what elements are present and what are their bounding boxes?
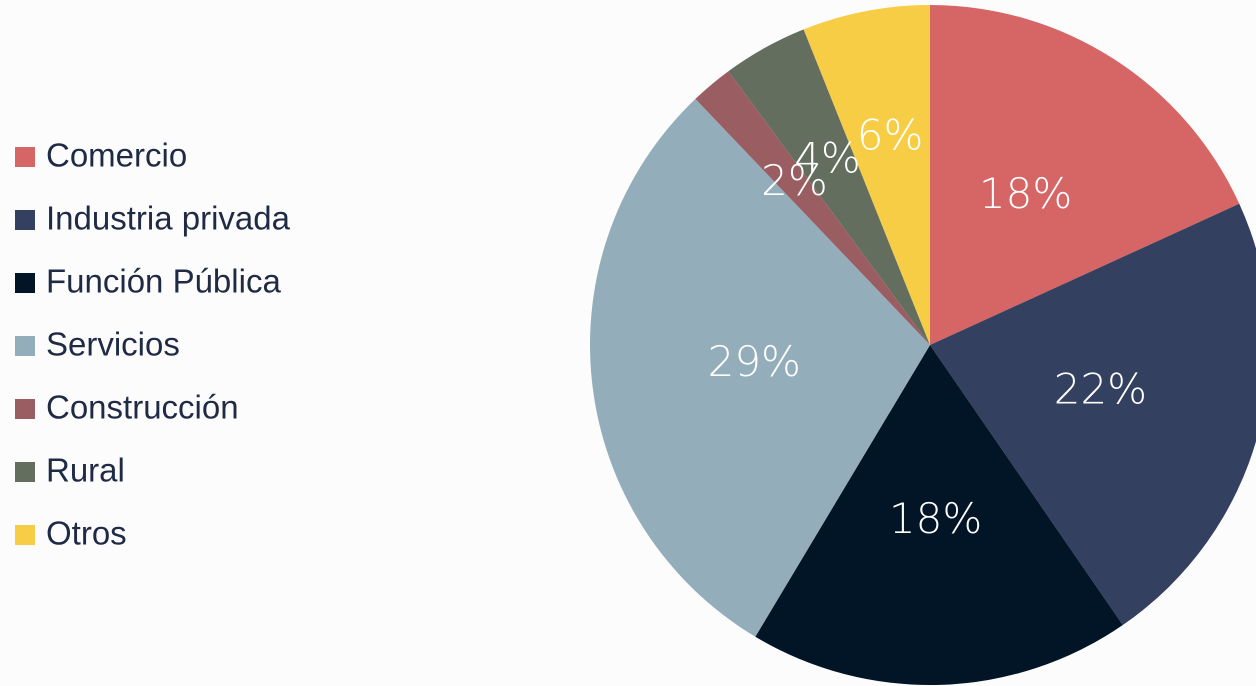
legend-swatch (15, 210, 35, 230)
legend-label: Otros (46, 515, 127, 552)
pie-slice (930, 203, 1256, 626)
legend-label: Industria privada (46, 200, 291, 237)
legend-label: Servicios (46, 326, 180, 363)
pie-slice (728, 29, 930, 346)
pie-slice (755, 345, 1123, 685)
data-label: 4% (794, 133, 861, 182)
pie-slice (930, 5, 1240, 345)
legend-label: Comercio (46, 137, 187, 174)
legend-swatch (15, 147, 35, 167)
data-label: 6% (857, 111, 924, 160)
legend-label: Rural (46, 452, 125, 489)
legend-label: Función Pública (46, 263, 281, 300)
data-label: 2% (761, 156, 828, 205)
legend-swatch (15, 273, 35, 293)
pie-slice (590, 98, 930, 637)
data-label: 18% (889, 494, 982, 543)
legend-swatch (15, 525, 35, 545)
pie-slice (695, 71, 930, 345)
data-label: 18% (979, 169, 1072, 218)
legend-label: Construcción (46, 389, 239, 426)
data-label: 29% (708, 337, 801, 386)
data-label: 22% (1054, 365, 1147, 414)
legend-swatch (15, 462, 35, 482)
pie-slice (803, 5, 930, 345)
legend-swatch (15, 399, 35, 419)
legend-swatch (15, 336, 35, 356)
